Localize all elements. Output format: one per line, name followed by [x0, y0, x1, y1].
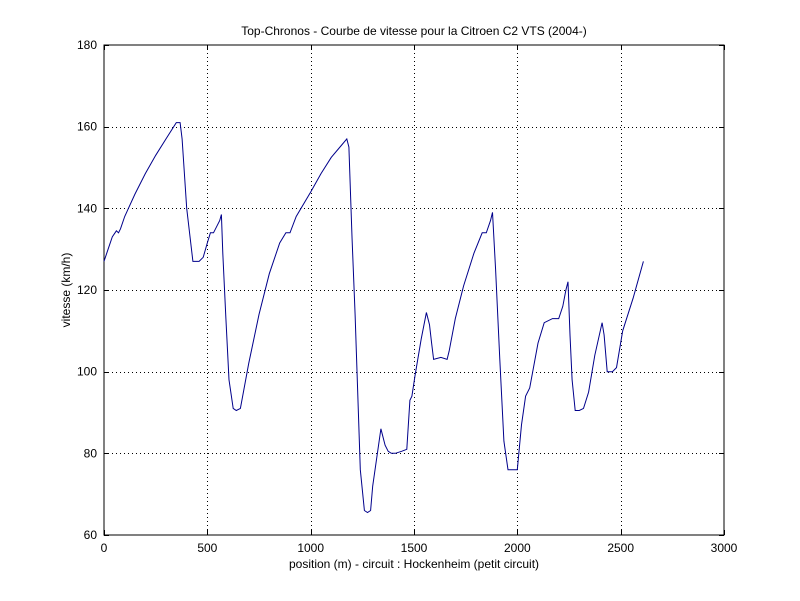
x-tick-label: 1000 — [297, 541, 324, 555]
grid-lines — [104, 45, 724, 535]
y-tick-label: 120 — [77, 283, 97, 297]
y-tick-label: 140 — [77, 201, 97, 215]
x-axis-label: position (m) - circuit : Hockenheim (pet… — [289, 557, 539, 571]
y-tick-label: 160 — [77, 120, 97, 134]
series-line-speed — [103, 122, 644, 514]
y-tick-label: 180 — [77, 38, 97, 52]
chart-title: Top-Chronos - Courbe de vitesse pour la … — [241, 24, 587, 38]
tick-marks — [104, 45, 725, 536]
x-tick-label: 2000 — [504, 541, 531, 555]
x-tick-label: 2500 — [607, 541, 634, 555]
y-axis-label: vitesse (km/h) — [59, 253, 73, 328]
x-tick-label: 1500 — [401, 541, 428, 555]
x-tick-label: 0 — [101, 541, 108, 555]
x-tick-label: 500 — [197, 541, 217, 555]
y-tick-label: 80 — [84, 446, 98, 460]
tick-labels: 0 500 1000 1500 2000 2500 3000 60 80 100 120 140 160… — [77, 38, 738, 555]
y-tick-label: 60 — [84, 528, 98, 542]
x-tick-label: 3000 — [711, 541, 738, 555]
y-tick-label: 100 — [77, 365, 97, 379]
